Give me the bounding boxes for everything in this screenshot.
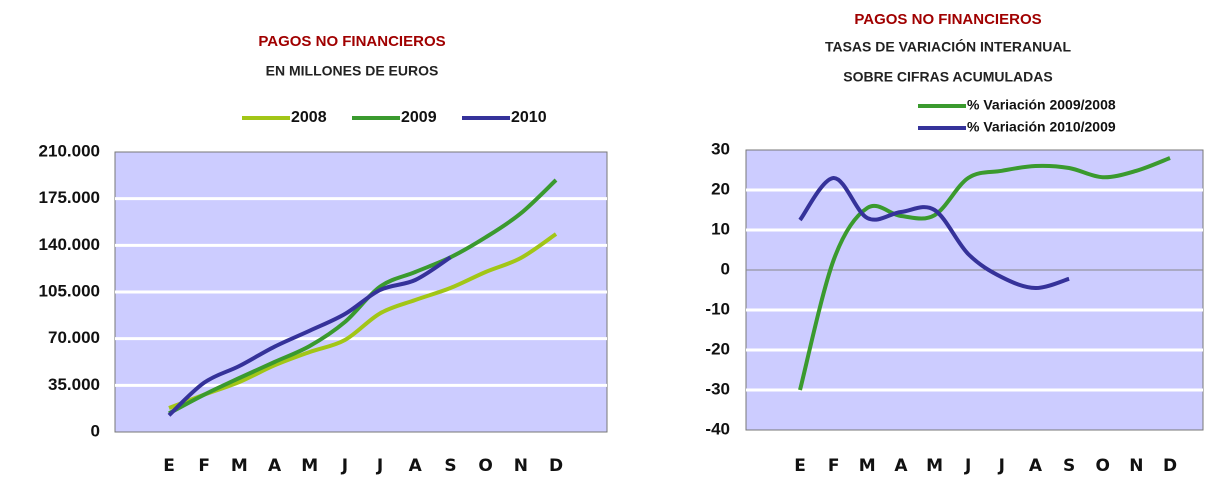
- x-tick-label: A: [1029, 456, 1043, 476]
- x-tick-label: F: [828, 456, 840, 476]
- x-tick-label: M: [859, 456, 876, 476]
- y-tick-label: 0: [721, 259, 730, 278]
- legend-label: 2009: [401, 109, 437, 126]
- y-tick-label: 20: [711, 179, 730, 198]
- chart-subtitle: SOBRE CIFRAS ACUMULADAS: [843, 69, 1052, 85]
- x-tick-label: J: [341, 456, 348, 476]
- x-tick-label: N: [1129, 456, 1143, 476]
- chart-title: PAGOS NO FINANCIEROS: [854, 11, 1041, 28]
- y-tick-label: 30: [711, 139, 730, 158]
- y-tick-label: -10: [705, 299, 730, 318]
- x-tick-label: E: [163, 456, 175, 476]
- x-tick-label: O: [478, 456, 492, 476]
- y-tick-label: 0: [91, 421, 100, 440]
- x-tick-label: J: [376, 456, 383, 476]
- x-tick-label: O: [1096, 456, 1110, 476]
- chart-subtitle: TASAS DE VARIACIÓN INTERANUAL: [825, 38, 1071, 55]
- chart-title: PAGOS NO FINANCIEROS: [258, 33, 445, 50]
- legend-label: % Variación 2010/2009: [967, 119, 1116, 135]
- y-tick-label: 210.000: [39, 141, 100, 160]
- x-tick-label: E: [794, 456, 806, 476]
- y-tick-label: -20: [705, 339, 730, 358]
- x-tick-label: S: [444, 456, 456, 476]
- x-tick-label: N: [514, 456, 528, 476]
- y-tick-label: 105.000: [39, 281, 100, 300]
- line-series: [798, 156, 1171, 391]
- x-tick-label: D: [549, 456, 563, 476]
- y-tick-label: 35.000: [48, 375, 100, 394]
- chart-subtitle: EN MILLONES DE EUROS: [266, 63, 439, 79]
- x-tick-label: A: [409, 456, 423, 476]
- line-series: [167, 255, 452, 417]
- y-tick-label: 10: [711, 219, 730, 238]
- x-tick-label: A: [894, 456, 908, 476]
- x-tick-label: M: [301, 456, 318, 476]
- y-tick-label: 175.000: [39, 188, 100, 207]
- y-tick-label: 140.000: [39, 235, 100, 254]
- legend-label: 2010: [511, 109, 547, 126]
- x-tick-label: A: [268, 456, 282, 476]
- x-tick-label: J: [998, 456, 1005, 476]
- plot-area: [745, 149, 1204, 431]
- x-tick-label: M: [231, 456, 248, 476]
- x-tick-label: F: [198, 456, 210, 476]
- x-tick-label: D: [1163, 456, 1177, 476]
- y-tick-label: -40: [705, 419, 730, 438]
- legend-label: 2008: [291, 109, 327, 126]
- y-tick-label: 70.000: [48, 328, 100, 347]
- legend-label: % Variación 2009/2008: [967, 97, 1116, 113]
- x-tick-label: J: [964, 456, 971, 476]
- y-tick-label: -30: [705, 379, 730, 398]
- line-series: [798, 175, 1070, 291]
- x-tick-label: M: [926, 456, 943, 476]
- x-tick-label: S: [1063, 456, 1075, 476]
- line-series: [168, 232, 558, 410]
